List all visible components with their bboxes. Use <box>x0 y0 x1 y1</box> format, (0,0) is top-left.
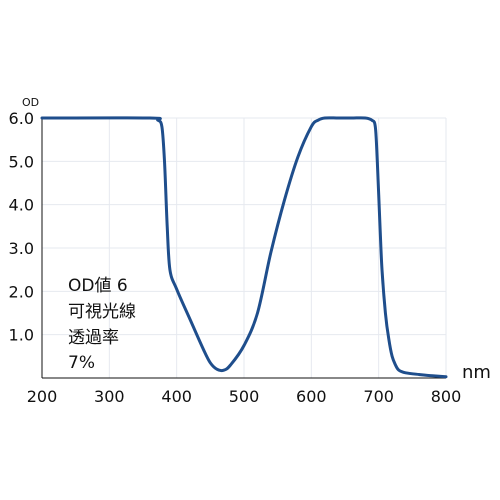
annotation: OD値 6 可視光線 透過率 7% <box>68 276 136 373</box>
x-tick-labels: 200 300 400 500 600 700 800 <box>27 387 462 406</box>
y-axis-label: OD <box>22 96 39 109</box>
x-tick-label: 200 <box>27 387 58 406</box>
y-tick-label: 4.0 <box>9 196 34 215</box>
series <box>40 116 448 379</box>
annotation-line-3: 透過率 <box>68 328 119 348</box>
x-tick-label: 300 <box>94 387 125 406</box>
annotation-line-4: 7% <box>68 353 95 373</box>
annotation-line-1: OD値 6 <box>68 276 128 296</box>
x-tick-label: 400 <box>161 387 192 406</box>
x-tick-label: 700 <box>363 387 394 406</box>
annotation-line-2: 可視光線 <box>68 302 136 322</box>
x-tick-label: 800 <box>431 387 462 406</box>
x-tick-label: 500 <box>229 387 260 406</box>
y-tick-label: 2.0 <box>9 282 34 301</box>
y-tick-label: 1.0 <box>9 326 34 345</box>
x-axis-label: nm <box>462 362 491 383</box>
y-tick-label: 3.0 <box>9 239 34 258</box>
axes <box>41 118 446 379</box>
y-tick-label: 6.0 <box>9 109 34 128</box>
y-tick-labels: 1.0 2.0 3.0 4.0 5.0 6.0 <box>9 109 34 345</box>
od-series-line <box>40 116 448 379</box>
x-tick-label: 600 <box>296 387 327 406</box>
y-tick-label: 5.0 <box>9 152 34 171</box>
